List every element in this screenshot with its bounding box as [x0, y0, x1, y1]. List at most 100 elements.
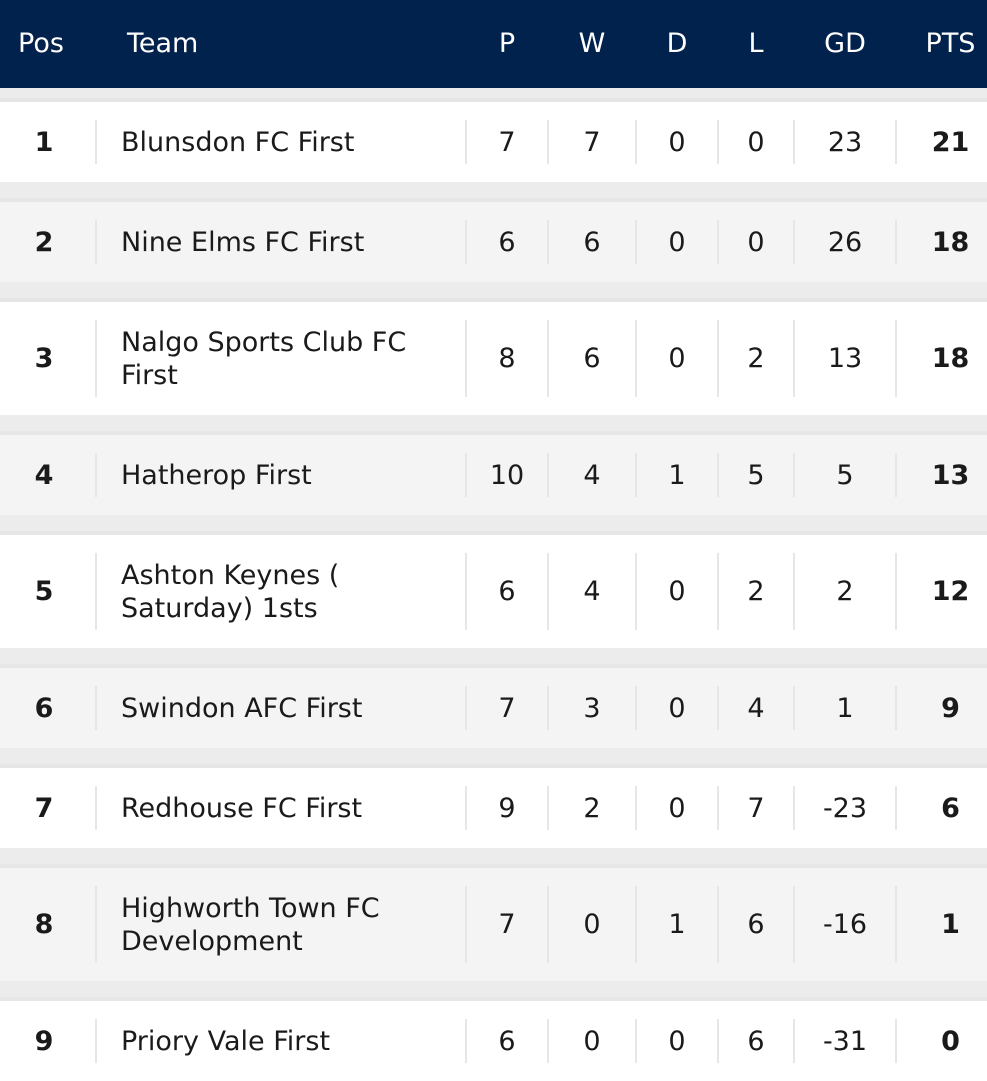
row-won: 0 [583, 1025, 601, 1057]
row-lost: 6 [747, 1025, 765, 1057]
column-separator [95, 120, 97, 164]
table-row: 1 Blunsdon FC First 7 7 0 0 23 21 [0, 98, 987, 182]
column-separator [465, 453, 467, 497]
header-won: W [578, 28, 606, 59]
row-goal-difference: 1 [836, 692, 854, 724]
row-drawn: 1 [668, 909, 686, 940]
header-drawn: D [666, 28, 688, 59]
column-separator [793, 553, 795, 630]
row-goal-difference: 26 [827, 226, 863, 258]
row-goal-difference: -16 [822, 909, 868, 940]
row-team-name: Redhouse FC First [121, 792, 363, 824]
row-won: 3 [583, 692, 601, 724]
column-separator [895, 220, 897, 264]
column-separator [895, 686, 897, 730]
row-drawn: 0 [668, 792, 686, 824]
row-played: 6 [498, 1025, 516, 1057]
column-separator [635, 553, 637, 630]
row-won: 6 [583, 343, 601, 374]
row-lost: 2 [747, 576, 765, 607]
row-divider [0, 648, 987, 664]
row-played: 7 [498, 126, 516, 158]
column-separator [793, 886, 795, 963]
row-divider [0, 515, 987, 531]
column-separator [895, 320, 897, 397]
column-separator [717, 320, 719, 397]
row-team-name: Highworth Town FC Development [121, 892, 380, 957]
row-points: 9 [941, 692, 960, 724]
column-separator [95, 453, 97, 497]
row-team-name: Nalgo Sports Club FC First [121, 326, 407, 391]
row-position: 5 [34, 576, 54, 607]
column-separator [717, 553, 719, 630]
table-row: 6 Swindon AFC First 7 3 0 4 1 9 [0, 664, 987, 748]
header-pos: Pos [18, 28, 64, 59]
row-drawn: 0 [668, 226, 686, 258]
column-separator [635, 886, 637, 963]
column-separator [635, 120, 637, 164]
column-separator [635, 320, 637, 397]
row-lost: 7 [747, 792, 765, 824]
row-points: 18 [931, 226, 970, 258]
row-position: 6 [34, 692, 54, 724]
row-drawn: 0 [668, 1025, 686, 1057]
row-position: 2 [34, 226, 54, 258]
column-separator [95, 320, 97, 397]
table-header: Pos Team P W D L GD PTS [0, 0, 987, 88]
row-divider [0, 182, 987, 198]
column-separator [793, 786, 795, 830]
header-goal-difference: GD [824, 28, 866, 59]
header-lost: L [748, 28, 764, 59]
column-separator [95, 686, 97, 730]
table-row: 8 Highworth Town FC Development 7 0 1 6 -16 1 [0, 864, 987, 981]
row-divider [0, 88, 987, 98]
row-goal-difference: 13 [827, 343, 863, 374]
column-separator [717, 886, 719, 963]
row-drawn: 0 [668, 343, 686, 374]
column-separator [717, 120, 719, 164]
row-won: 7 [583, 126, 601, 158]
column-separator [465, 1019, 467, 1063]
column-separator [895, 120, 897, 164]
row-goal-difference: -31 [822, 1025, 868, 1057]
column-separator [547, 453, 549, 497]
row-played: 10 [489, 459, 525, 491]
row-played: 6 [498, 576, 516, 607]
league-table: 1 Blunsdon FC First 7 7 0 0 23 21 2 Nine Elms FC … [0, 88, 987, 1081]
row-lost: 4 [747, 692, 765, 724]
row-team-name: Ashton Keynes ( Saturday) 1sts [121, 559, 340, 624]
table-row: 2 Nine Elms FC First 6 6 0 0 26 18 [0, 198, 987, 282]
header-points: PTS [925, 28, 976, 59]
row-drawn: 0 [668, 692, 686, 724]
row-team-name: Priory Vale First [121, 1025, 331, 1057]
column-separator [547, 553, 549, 630]
row-played: 6 [498, 226, 516, 258]
column-separator [717, 686, 719, 730]
row-points: 0 [941, 1025, 960, 1057]
row-won: 4 [583, 576, 601, 607]
column-separator [895, 786, 897, 830]
column-separator [95, 220, 97, 264]
column-separator [635, 786, 637, 830]
row-goal-difference: 5 [836, 459, 854, 491]
column-separator [465, 320, 467, 397]
column-separator [895, 1019, 897, 1063]
column-separator [717, 1019, 719, 1063]
column-separator [895, 553, 897, 630]
column-separator [793, 320, 795, 397]
row-drawn: 0 [668, 126, 686, 158]
table-row: 7 Redhouse FC First 9 2 0 7 -23 6 [0, 764, 987, 848]
row-played: 8 [498, 343, 516, 374]
row-won: 0 [583, 909, 601, 940]
row-position: 7 [34, 792, 54, 824]
row-position: 3 [34, 343, 54, 374]
column-separator [465, 553, 467, 630]
row-played: 7 [498, 909, 516, 940]
column-separator [465, 786, 467, 830]
row-team-name: Nine Elms FC First [121, 226, 365, 258]
row-team-name: Swindon AFC First [121, 692, 363, 724]
column-separator [717, 220, 719, 264]
row-divider [0, 748, 987, 764]
row-position: 4 [34, 459, 54, 491]
column-separator [717, 786, 719, 830]
